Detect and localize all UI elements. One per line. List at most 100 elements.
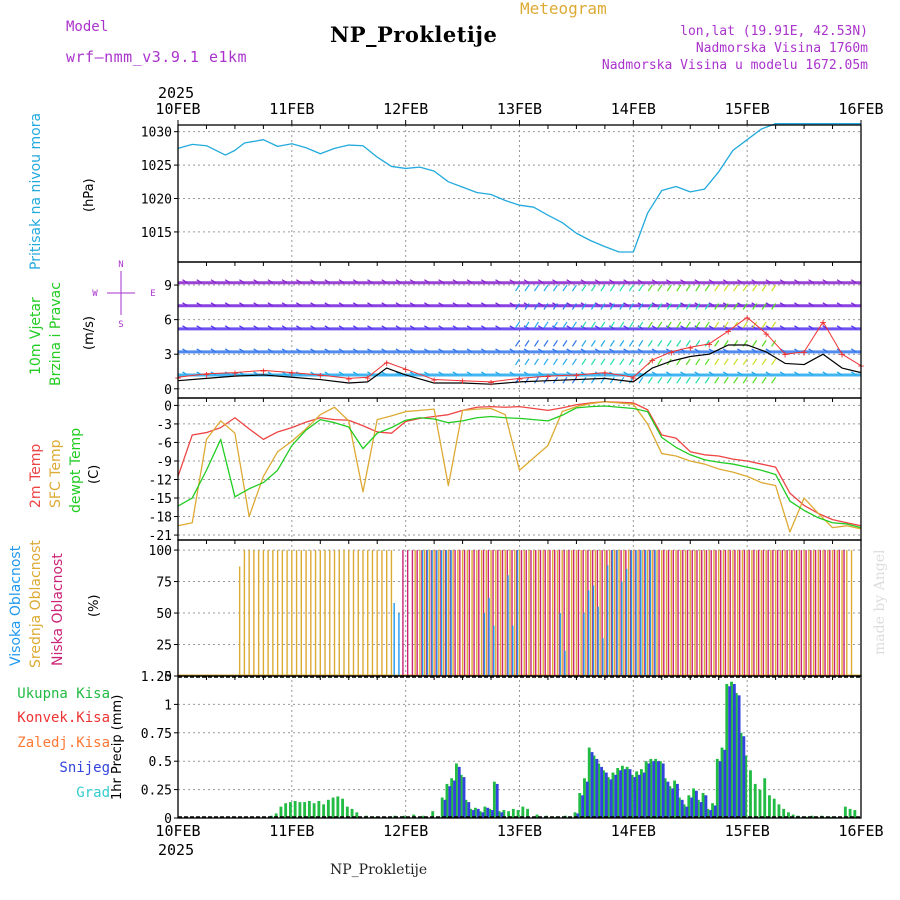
wind-arrow-head: [281, 279, 288, 284]
wind-vector: [619, 303, 625, 310]
precip-total-bar: [635, 771, 639, 818]
wind-arrow-head: [381, 302, 388, 307]
wind-vector: [676, 303, 682, 310]
precip-snow-bar: [671, 788, 675, 818]
wind-vector: [657, 358, 663, 366]
precip-snow-bar: [642, 772, 646, 818]
wind-arrow-head: [737, 325, 743, 330]
wind-vector: [695, 340, 701, 347]
wind-arrow-head: [381, 325, 388, 330]
precip-total-bar: [473, 807, 477, 818]
wind-arrow-head: [694, 371, 701, 376]
wind-vector: [515, 303, 520, 310]
wind-vector: [533, 303, 539, 310]
wind-vector: [666, 340, 672, 347]
precip-total-bar: [431, 811, 435, 818]
wind-arrow-head: [182, 279, 188, 284]
wind-vector: [695, 376, 701, 384]
wind-arrow-head: [338, 325, 345, 330]
wind-vector: [515, 340, 520, 347]
wind-vector: [685, 376, 691, 384]
precip-total-bar: [616, 768, 620, 818]
wind-arrow-head: [680, 371, 686, 376]
wind-vector: [771, 321, 777, 329]
wind-arrow-head: [794, 371, 800, 376]
precip-total-bar: [853, 810, 857, 818]
wind-arrow-head: [338, 371, 345, 376]
wind-arrow-head: [182, 371, 188, 376]
y-tick-label: 1.25: [141, 670, 172, 685]
y-tick-label: 50: [156, 607, 172, 622]
wind-vector: [685, 284, 691, 292]
wind-arrow-head: [409, 348, 416, 353]
y-tick-label: -15: [149, 492, 172, 507]
precip-total-bar: [492, 781, 496, 818]
precip-total-bar: [573, 812, 577, 818]
model-elevation-label: Nadmorska Visina u modelu 1672.05m: [601, 58, 868, 73]
wind-arrow-head: [509, 348, 516, 353]
x-tick-label-bottom: 13FEB: [497, 822, 542, 840]
wind-vector: [761, 376, 767, 384]
wind-vector: [581, 284, 587, 292]
wind-arrow-head: [267, 371, 274, 376]
wind-vector: [638, 284, 644, 292]
precip-snow-bar: [600, 766, 603, 818]
wind-arrow-head: [537, 371, 544, 376]
data-layer: + + + + + + + ++++ + + + + + + +++ + +++++ ++++: [175, 123, 865, 818]
wind-arrow-head: [324, 279, 331, 284]
precip-total-bar: [298, 802, 302, 818]
wind-gust-marker: +: [232, 367, 239, 380]
wind-vector: [571, 340, 577, 347]
wind-arrow-head: [224, 325, 231, 330]
wind-gust-marker: +: [289, 367, 296, 380]
precip-total-bar: [483, 806, 487, 818]
precip-total-bar: [454, 763, 458, 818]
wind-arrow-head: [182, 302, 188, 307]
wind-vector: [695, 284, 701, 292]
wind-vector: [628, 376, 634, 384]
wind-arrow-head: [680, 302, 686, 307]
wind-arrow-head: [480, 325, 487, 330]
wind-arrow-head: [466, 371, 473, 376]
precip-total-bar: [663, 778, 667, 818]
wind-vector: [562, 358, 568, 366]
precip-total-bar: [478, 811, 482, 818]
precip-snow-bar: [718, 761, 722, 818]
wind-arrow-head: [424, 302, 430, 307]
precip-total-bar: [777, 804, 781, 818]
precip-total-bar: [274, 813, 278, 818]
wind-arrow-head: [395, 302, 402, 307]
wind-arrow-head: [751, 325, 757, 330]
y-tick-label: 0: [164, 812, 172, 827]
wind-vector: [761, 358, 767, 366]
wind-arrow-head: [722, 325, 729, 330]
precip-snow-bar: [685, 806, 689, 818]
wind-vector: [657, 321, 663, 329]
wind-arrow-head: [822, 302, 829, 307]
precip-total-bar: [639, 769, 643, 818]
wind-vector: [515, 321, 520, 329]
wind-arrow-head: [438, 302, 444, 307]
y-tick-label: -18: [149, 511, 172, 526]
y-tick-label: 1015: [141, 226, 172, 241]
wind-arrow-head: [182, 325, 188, 330]
precip-snow-bar: [581, 795, 585, 818]
wind-vector: [752, 376, 758, 384]
wind-gust-marker: +: [516, 372, 523, 385]
wind-arrow-head: [651, 325, 658, 330]
x-tick-label-bottom: 10FEB: [155, 822, 200, 840]
wind-arrow-head: [438, 325, 444, 330]
wind-gust-marker: +: [602, 367, 609, 380]
wind-arrow-head: [708, 302, 715, 307]
precip-total-bar: [782, 808, 786, 818]
wind-arrow-head: [552, 348, 558, 353]
wind-arrow-head: [466, 302, 473, 307]
precip-total-bar: [521, 806, 525, 818]
wind-arrow-head: [295, 302, 302, 307]
wind-arrow-head: [552, 325, 558, 330]
wind-arrow-head: [594, 348, 601, 353]
precip-total-bar: [578, 793, 582, 818]
wind-vector: [723, 376, 729, 384]
wind-vector: [761, 340, 767, 347]
wind-vector: [533, 340, 539, 347]
